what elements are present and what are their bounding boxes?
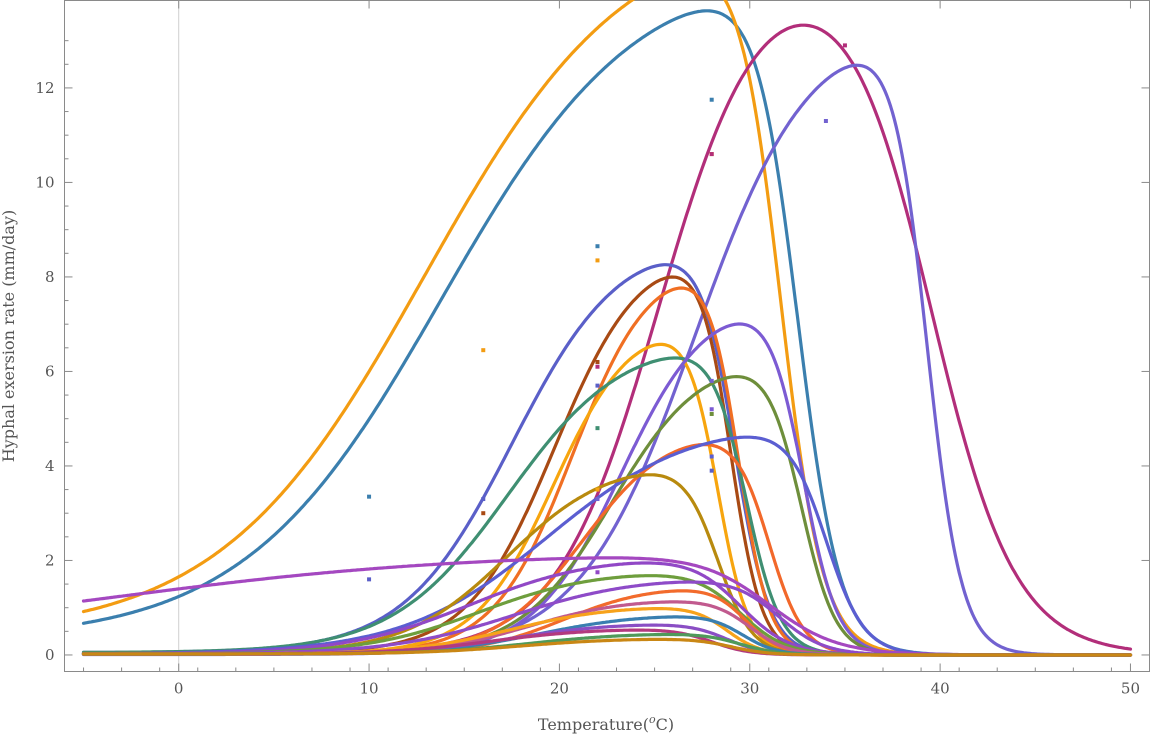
y-tick-label: 0 <box>45 646 55 664</box>
data-point <box>709 411 714 416</box>
data-point <box>709 378 714 383</box>
x-tick-label: 30 <box>740 680 759 698</box>
data-point <box>367 577 372 582</box>
y-tick-label: 8 <box>45 268 55 286</box>
data-point <box>709 407 714 412</box>
y-tick-label: 6 <box>45 362 55 380</box>
data-point <box>595 497 600 502</box>
data-point <box>595 359 600 364</box>
ticks: 0 10 20 30 40 50 0 2 4 6 8 10 12 <box>35 0 1150 698</box>
data-point <box>481 511 486 516</box>
series-group <box>81 0 1133 657</box>
y-tick-label: 12 <box>35 79 54 97</box>
y-axis-title: Hyphal exersion rate (mm/day) <box>0 210 18 462</box>
series-line <box>81 637 1133 657</box>
y-tick-label: 2 <box>45 551 55 569</box>
data-point <box>481 348 486 353</box>
data-point <box>823 118 828 123</box>
data-point <box>842 43 847 48</box>
data-point <box>595 383 600 388</box>
data-point <box>595 487 600 492</box>
data-point <box>367 494 372 499</box>
x-tick-label: 40 <box>931 680 950 698</box>
data-point <box>595 570 600 575</box>
series-line <box>81 263 1133 657</box>
data-point <box>709 97 714 102</box>
data-point <box>709 152 714 157</box>
data-point <box>709 468 714 473</box>
data-point <box>595 258 600 263</box>
x-tick-label: 0 <box>174 680 184 698</box>
points-group <box>367 43 847 582</box>
data-point <box>595 426 600 431</box>
x-tick-label: 20 <box>550 680 569 698</box>
data-point <box>595 364 600 369</box>
y-tick-label: 4 <box>45 457 55 475</box>
x-axis-title-suffix: C) <box>656 715 674 734</box>
data-point <box>595 244 600 249</box>
x-axis-title-superscript: o <box>649 713 656 726</box>
x-tick-label: 10 <box>360 680 379 698</box>
plot-frame <box>64 0 1150 672</box>
x-tick-label: 50 <box>1121 680 1140 698</box>
y-tick-label: 10 <box>35 173 54 191</box>
data-point <box>481 497 486 502</box>
x-axis-title: Temperature(oC) <box>538 713 674 734</box>
data-point <box>709 454 714 459</box>
